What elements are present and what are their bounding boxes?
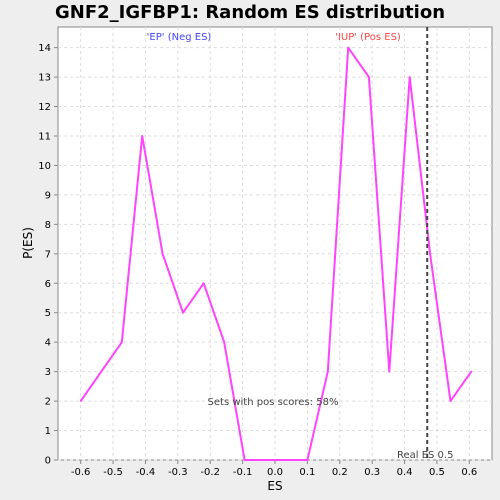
x-tick-label: -0.2 — [200, 467, 220, 478]
y-tick-label: 13 — [38, 73, 51, 84]
x-tick-label: -0.6 — [71, 467, 91, 478]
x-tick-label: -0.5 — [103, 467, 123, 478]
x-axis-label: ES — [267, 479, 282, 493]
x-tick-label: 0.2 — [332, 467, 348, 478]
data-point — [161, 253, 164, 255]
real-es-label: Real ES 0.5 — [397, 450, 453, 461]
data-point — [284, 459, 287, 461]
data-point — [449, 400, 452, 402]
x-tick-label: -0.3 — [168, 467, 188, 478]
pos-scores-annotation: Sets with pos scores: 58% — [208, 397, 339, 408]
data-point — [429, 253, 431, 255]
data-point — [141, 135, 144, 137]
y-tick-label: 9 — [45, 190, 51, 201]
chart-title: GNF2_IGFBP1: Random ES distribution — [55, 2, 445, 23]
pos-es-label: 'IUP' (Pos ES) — [335, 32, 401, 43]
data-point — [202, 282, 205, 285]
y-tick-label: 14 — [38, 43, 51, 54]
data-point — [408, 76, 411, 78]
y-tick-label: 8 — [45, 220, 51, 231]
data-point — [368, 76, 370, 78]
x-tick-label: 0.1 — [299, 467, 315, 478]
x-tick-label: 0.4 — [397, 467, 413, 478]
x-tick-label: 0.3 — [364, 467, 380, 478]
data-point — [306, 459, 309, 461]
data-point — [347, 46, 349, 49]
x-tick-label: 0.0 — [267, 467, 283, 478]
y-tick-label: 3 — [45, 367, 51, 378]
x-tick-label: -0.4 — [136, 467, 156, 478]
y-axis-label: P(ES) — [21, 227, 35, 259]
series-layer — [79, 46, 473, 461]
y-tick-label: 4 — [45, 338, 51, 349]
data-point — [264, 459, 266, 461]
data-point — [223, 341, 225, 343]
y-tick-label: 12 — [38, 102, 51, 113]
data-point — [243, 459, 246, 461]
x-tick-label: -0.1 — [233, 467, 253, 478]
y-tick-label: 11 — [38, 131, 51, 142]
x-tick-label: 0.5 — [429, 467, 445, 478]
y-tick-label: 5 — [45, 308, 51, 319]
data-point — [79, 400, 82, 402]
data-point — [388, 370, 391, 373]
y-tick-label: 1 — [45, 426, 51, 437]
data-point — [326, 370, 329, 373]
data-point — [470, 370, 473, 373]
data-point — [182, 311, 184, 314]
y-tick-label: 7 — [45, 249, 51, 260]
y-tick-label: 0 — [45, 456, 51, 467]
y-tick-label: 10 — [38, 161, 51, 172]
x-axis-ticks: -0.6 -0.5 -0.4 -0.3 -0.2 -0.1 0.0 0.1 0.2 0.3 0.4 0… — [71, 460, 477, 478]
grid-lines — [58, 27, 492, 461]
y-tick-label: 6 — [45, 279, 51, 290]
neg-es-label: 'EP' (Neg ES) — [147, 32, 212, 43]
data-point — [121, 341, 123, 343]
y-tick-label: 2 — [45, 397, 51, 408]
x-tick-label: 0.6 — [461, 467, 477, 478]
